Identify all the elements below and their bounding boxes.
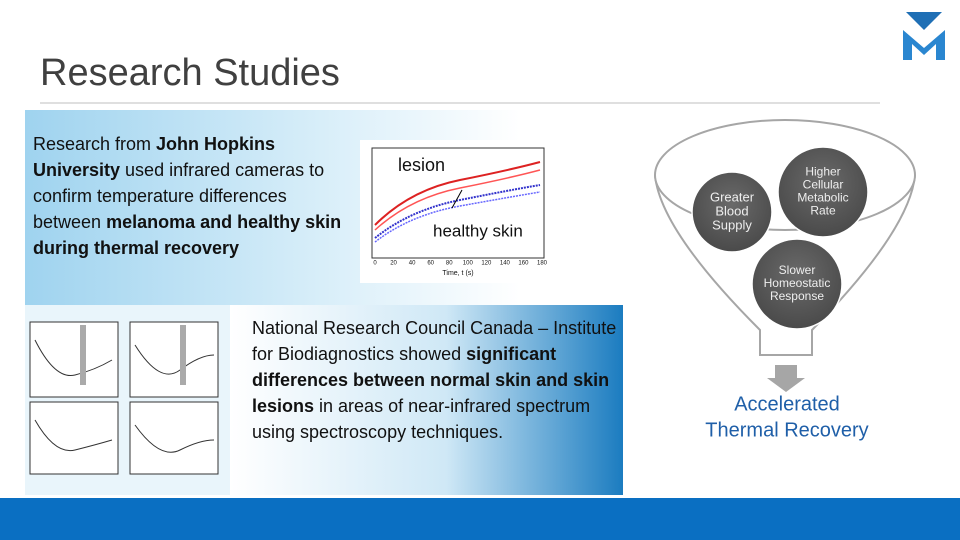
study-text: Research from John Hopkins University us… [33,131,358,261]
cause-label: Blood [715,203,748,218]
cause-label: Slower [779,263,816,277]
cause-label: Homeostatic [764,276,831,290]
x-tick-label: 40 [409,261,416,267]
cause-label: Rate [810,204,836,218]
result-label: Thermal Recovery [705,419,868,441]
x-tick-label: 160 [518,261,529,267]
cause-bubble [777,146,869,238]
x-tick-label: 180 [537,261,548,267]
cause-label: Metabolic [797,191,848,205]
x-axis-label: Time, t (s) [442,270,473,277]
cause-label: Cellular [803,178,844,192]
thermal-figure: lesion healthy skin Time, t (s) 0 20 40 60 8… [360,140,550,283]
cause-bubble [751,238,843,330]
study-segment: in areas of near-infrared spectrum using… [252,396,591,442]
x-tick-label: 60 [427,261,434,267]
study-segment: significant differences between normal s… [252,344,610,416]
x-tick-label: 0 [373,261,377,267]
cause-label: Response [770,289,824,303]
study-text: National Research Council Canada – Insti… [252,315,617,445]
x-tick-label: 80 [446,261,453,267]
study-segment: John Hopkins University [33,134,276,180]
footer-bar [0,498,960,540]
result-label: Accelerated [734,393,840,415]
study-segment: Research from [33,134,157,154]
healthy-label: healthy skin [433,221,523,240]
slide-title: Research Studies [40,52,340,94]
x-tick-label: 20 [390,261,397,267]
x-tick-label: 100 [463,261,474,267]
cause-bubble [691,171,773,253]
spectra-thumbnails [29,321,219,475]
panel-bottom [230,305,623,495]
study-segment: used infrared cameras to confirm tempera… [33,160,325,232]
study-segment: melanoma and healthy skin during thermal… [33,212,342,258]
cause-label: Supply [712,217,752,232]
cause-label: Higher [805,165,840,179]
lesion-label: lesion [398,155,445,175]
study-segment: National Research Council Canada – Insti… [252,318,617,364]
cause-label: Greater [710,189,755,204]
x-tick-label: 140 [500,261,511,267]
logo [903,12,945,60]
x-tick-label: 120 [481,261,492,267]
